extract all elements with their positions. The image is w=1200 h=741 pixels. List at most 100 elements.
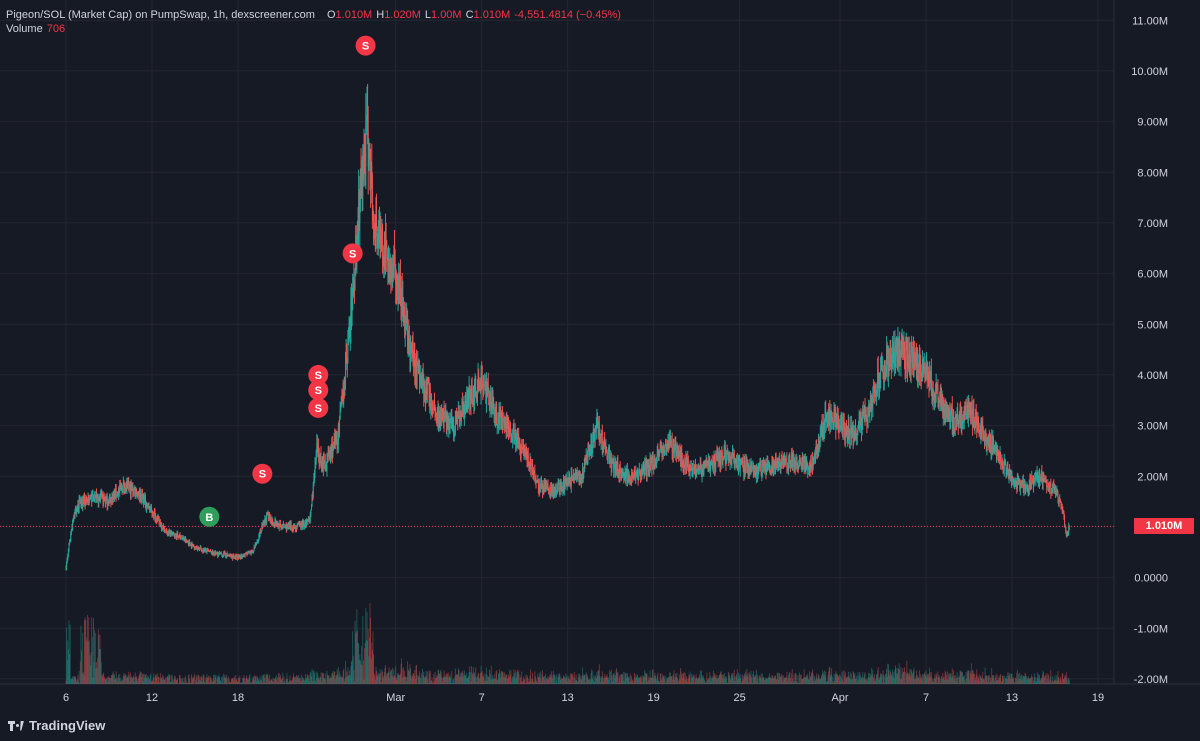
volume-bar	[736, 674, 738, 684]
volume-bar	[929, 672, 931, 684]
candle-body	[631, 473, 633, 475]
volume-bar	[925, 670, 927, 684]
volume-bar	[808, 679, 810, 684]
candle-body	[774, 463, 776, 467]
volume-bar	[754, 676, 756, 684]
volume-bar	[905, 671, 907, 684]
candle-body	[133, 492, 134, 494]
volume-bar	[901, 678, 902, 684]
candle-body	[102, 496, 104, 504]
volume-bar	[247, 679, 249, 684]
volume-bar	[704, 680, 706, 684]
candle-body	[503, 418, 505, 428]
candle-body	[899, 360, 901, 366]
candle-body	[79, 498, 81, 501]
candle-body	[449, 422, 451, 424]
volume-bar	[842, 670, 844, 684]
candle-body	[489, 405, 491, 407]
volume-bar	[613, 673, 615, 684]
candle-body	[112, 497, 114, 503]
candle-body	[564, 481, 566, 484]
candle-body	[217, 553, 219, 556]
candle-body	[773, 463, 775, 470]
volume-bar	[373, 654, 375, 684]
volume-bar	[880, 674, 882, 684]
volume-bar	[902, 668, 904, 684]
candle-body	[197, 547, 199, 550]
candle-body	[124, 487, 126, 493]
volume-bar	[675, 673, 677, 684]
candle-body	[818, 440, 819, 450]
candle-body	[745, 461, 747, 467]
candle-body	[516, 431, 518, 442]
candle-body	[1051, 491, 1053, 493]
volume-bar	[453, 678, 455, 684]
candle-body	[74, 511, 76, 517]
volume-bar	[836, 674, 838, 684]
candle-body	[861, 422, 863, 431]
volume-bar	[249, 674, 251, 684]
volume-bar	[172, 680, 174, 684]
candle-body	[398, 281, 400, 291]
volume-bar	[636, 675, 638, 684]
candle-body	[624, 470, 626, 478]
candle-body	[589, 452, 591, 454]
candle-body	[359, 171, 361, 191]
volume-bar	[967, 670, 969, 684]
candle-body	[430, 404, 432, 408]
candle-body	[462, 407, 464, 413]
volume-bar	[956, 677, 957, 684]
candle-body	[598, 422, 600, 443]
volume-bar	[496, 680, 498, 684]
volume-bar	[410, 675, 412, 684]
volume-bar	[426, 671, 428, 684]
candle-body	[606, 446, 607, 451]
volume-bar	[841, 679, 843, 684]
candle-body	[180, 538, 182, 540]
volume-bar	[122, 679, 124, 684]
volume-bar	[595, 678, 597, 684]
volume-bar	[1001, 675, 1003, 684]
candle-body	[690, 464, 692, 466]
candle-body	[113, 492, 115, 497]
volume-bar	[616, 668, 618, 684]
candle-body	[306, 521, 308, 524]
volume-bar	[834, 673, 836, 684]
candle-body	[625, 470, 627, 480]
candle-body	[100, 494, 102, 498]
candle-body	[502, 419, 504, 425]
volume-bar	[892, 669, 894, 684]
volume-bar	[248, 675, 250, 684]
candle-body	[805, 465, 807, 468]
candle-body	[584, 461, 586, 464]
candle-body	[863, 415, 865, 416]
volume-bar	[773, 676, 775, 684]
volume-bar	[806, 675, 808, 684]
candle-body	[993, 447, 995, 450]
volume-bar	[143, 673, 145, 684]
volume-bar	[599, 675, 601, 684]
candle-body	[282, 524, 284, 526]
candle-body	[311, 506, 312, 510]
candle-body	[273, 524, 275, 526]
candle-body	[594, 437, 595, 441]
candle-body	[746, 461, 748, 473]
volume-bar	[312, 680, 314, 684]
volume-bar	[319, 676, 321, 684]
volume-bar	[358, 660, 360, 684]
volume-bar	[959, 670, 961, 684]
volume-bar	[993, 678, 995, 684]
candle-body	[171, 533, 173, 534]
volume-bar	[334, 679, 336, 684]
volume-bar	[421, 683, 423, 684]
candle-body	[1062, 512, 1064, 514]
candle-body	[1037, 472, 1039, 483]
candle-body	[585, 463, 587, 465]
candle-body	[754, 467, 756, 475]
volume-bar	[164, 679, 166, 684]
candle-body	[569, 476, 570, 481]
candle-body	[1042, 475, 1044, 485]
volume-bar	[611, 675, 613, 684]
